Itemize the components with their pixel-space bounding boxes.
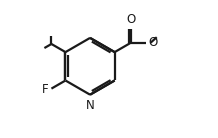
Text: O: O <box>126 13 136 26</box>
Text: N: N <box>86 99 94 112</box>
Text: O: O <box>148 36 158 49</box>
Text: F: F <box>41 83 48 96</box>
